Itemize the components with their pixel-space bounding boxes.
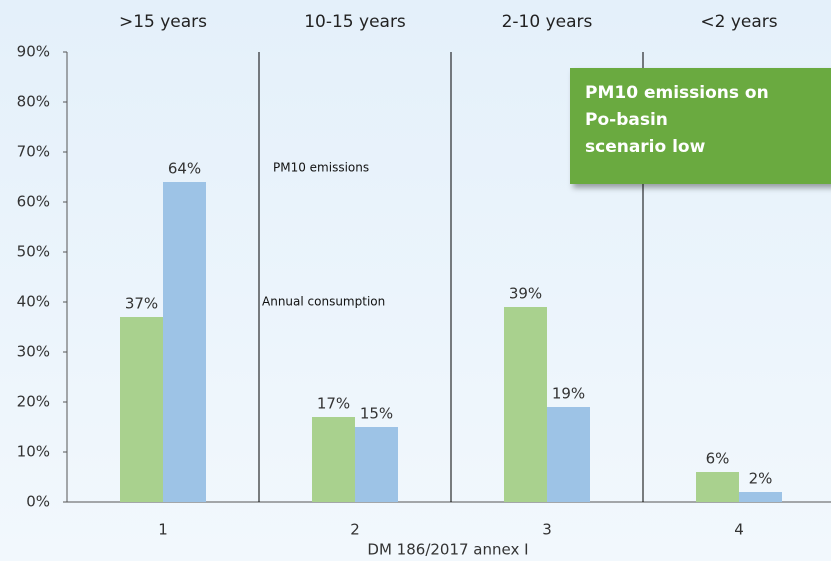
x-tick-label: 1 (158, 521, 168, 539)
value-label: 37% (125, 295, 158, 313)
value-label: 39% (509, 285, 542, 303)
y-tick-label: 20% (17, 393, 50, 411)
y-tick-label: 80% (17, 93, 50, 111)
y-tick-label: 70% (17, 143, 50, 161)
group-label: <2 years (700, 12, 777, 32)
group-label: 10-15 years (304, 12, 406, 32)
annotation-box: PM10 emissions on Po-basin scenario low (570, 68, 831, 184)
series-label: PM10 emissions (273, 161, 369, 175)
bar (547, 407, 590, 502)
value-label: 17% (317, 395, 350, 413)
annotation-text: PM10 emissions on (585, 83, 769, 103)
value-label: 64% (168, 160, 201, 178)
group-label: >15 years (119, 12, 207, 32)
bar (163, 182, 206, 502)
x-tick-label: 2 (350, 521, 360, 539)
y-tick-label: 0% (26, 493, 50, 511)
value-label: 6% (706, 450, 730, 468)
bar (739, 492, 782, 502)
y-tick-label: 10% (17, 443, 50, 461)
y-tick-label: 40% (17, 293, 50, 311)
value-label: 19% (552, 385, 585, 403)
bar (355, 427, 398, 502)
bar (504, 307, 547, 502)
bar (696, 472, 739, 502)
value-label: 15% (360, 405, 393, 423)
y-tick-label: 50% (17, 243, 50, 261)
annotation-text: Po-basin (585, 110, 668, 130)
y-tick-label: 30% (17, 343, 50, 361)
annotation-bg (570, 68, 831, 184)
annotation-text: scenario low (585, 137, 706, 157)
group-label: 2-10 years (502, 12, 593, 32)
x-axis-label: DM 186/2017 annex I (367, 541, 528, 559)
y-tick-label: 60% (17, 193, 50, 211)
x-tick-label: 3 (542, 521, 552, 539)
bar (312, 417, 355, 502)
bar (120, 317, 163, 502)
y-tick-label: 90% (17, 43, 50, 61)
series-label: Annual consumption (262, 295, 385, 309)
value-label: 2% (749, 470, 773, 488)
x-tick-label: 4 (734, 521, 744, 539)
